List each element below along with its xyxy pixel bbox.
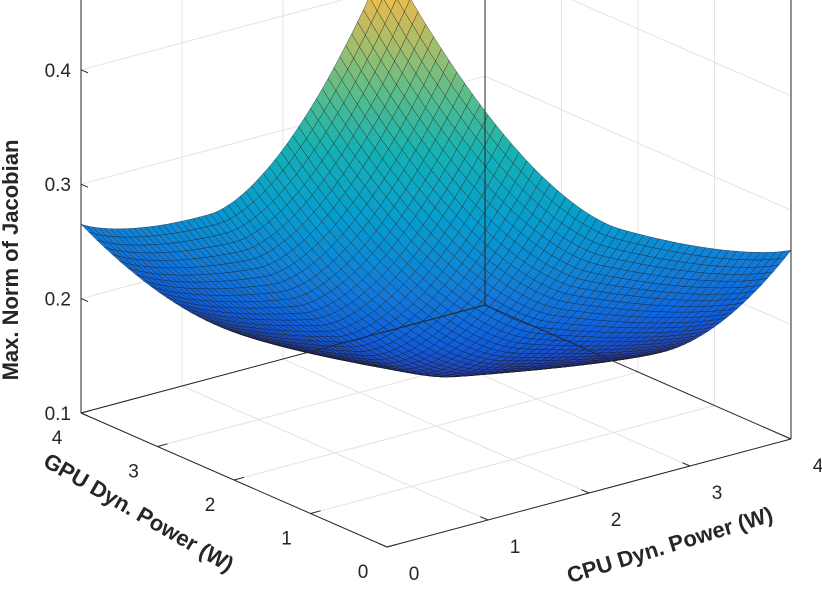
z-tick-mark xyxy=(80,69,89,74)
y-tick-label: 3 xyxy=(128,462,139,483)
surface-mesh xyxy=(80,0,792,378)
y-tick-label: 4 xyxy=(52,428,63,449)
y-tick-label: 0 xyxy=(358,562,369,583)
y-tick-mark xyxy=(310,510,321,514)
x-axis-label: CPU Dyn. Power (W) xyxy=(564,502,776,588)
x-tick-label: 2 xyxy=(611,510,622,531)
z-tick-mark xyxy=(80,412,89,417)
x-tick-mark xyxy=(379,543,388,548)
z-tick-label: 0.1 xyxy=(45,404,71,425)
x-tick-mark xyxy=(581,489,590,494)
x-tick-label: 3 xyxy=(712,483,723,504)
z-tick-label: 0.4 xyxy=(45,61,72,82)
surface-cell xyxy=(384,0,397,12)
z-axis-label: Max. Norm of Jacobian xyxy=(0,140,23,381)
z-tick-label: 0.3 xyxy=(45,175,71,196)
grid-line xyxy=(310,405,715,514)
x-tick-label: 0 xyxy=(409,564,420,585)
y-tick-mark xyxy=(386,543,398,548)
x-tick-mark xyxy=(783,435,792,440)
z-tick-label: 0.2 xyxy=(45,290,71,311)
y-tick-label: 2 xyxy=(205,495,216,516)
x-tick-mark xyxy=(682,462,691,467)
y-tick-mark xyxy=(80,409,92,414)
x-tick-label: 4 xyxy=(813,456,822,477)
x-tick-label: 1 xyxy=(510,537,521,558)
grid-line xyxy=(233,371,639,481)
z-tick-mark xyxy=(80,298,89,303)
y-tick-mark xyxy=(157,443,168,447)
axes-box xyxy=(80,0,792,548)
surface-cell xyxy=(370,0,383,11)
axis-box-edge xyxy=(484,304,792,440)
x-tick-mark xyxy=(480,516,489,521)
z-tick-mark xyxy=(80,183,89,188)
y-tick-mark xyxy=(233,476,245,481)
axis-box-edge xyxy=(80,304,486,414)
y-tick-label: 1 xyxy=(281,529,292,550)
surface-cell xyxy=(397,0,410,12)
